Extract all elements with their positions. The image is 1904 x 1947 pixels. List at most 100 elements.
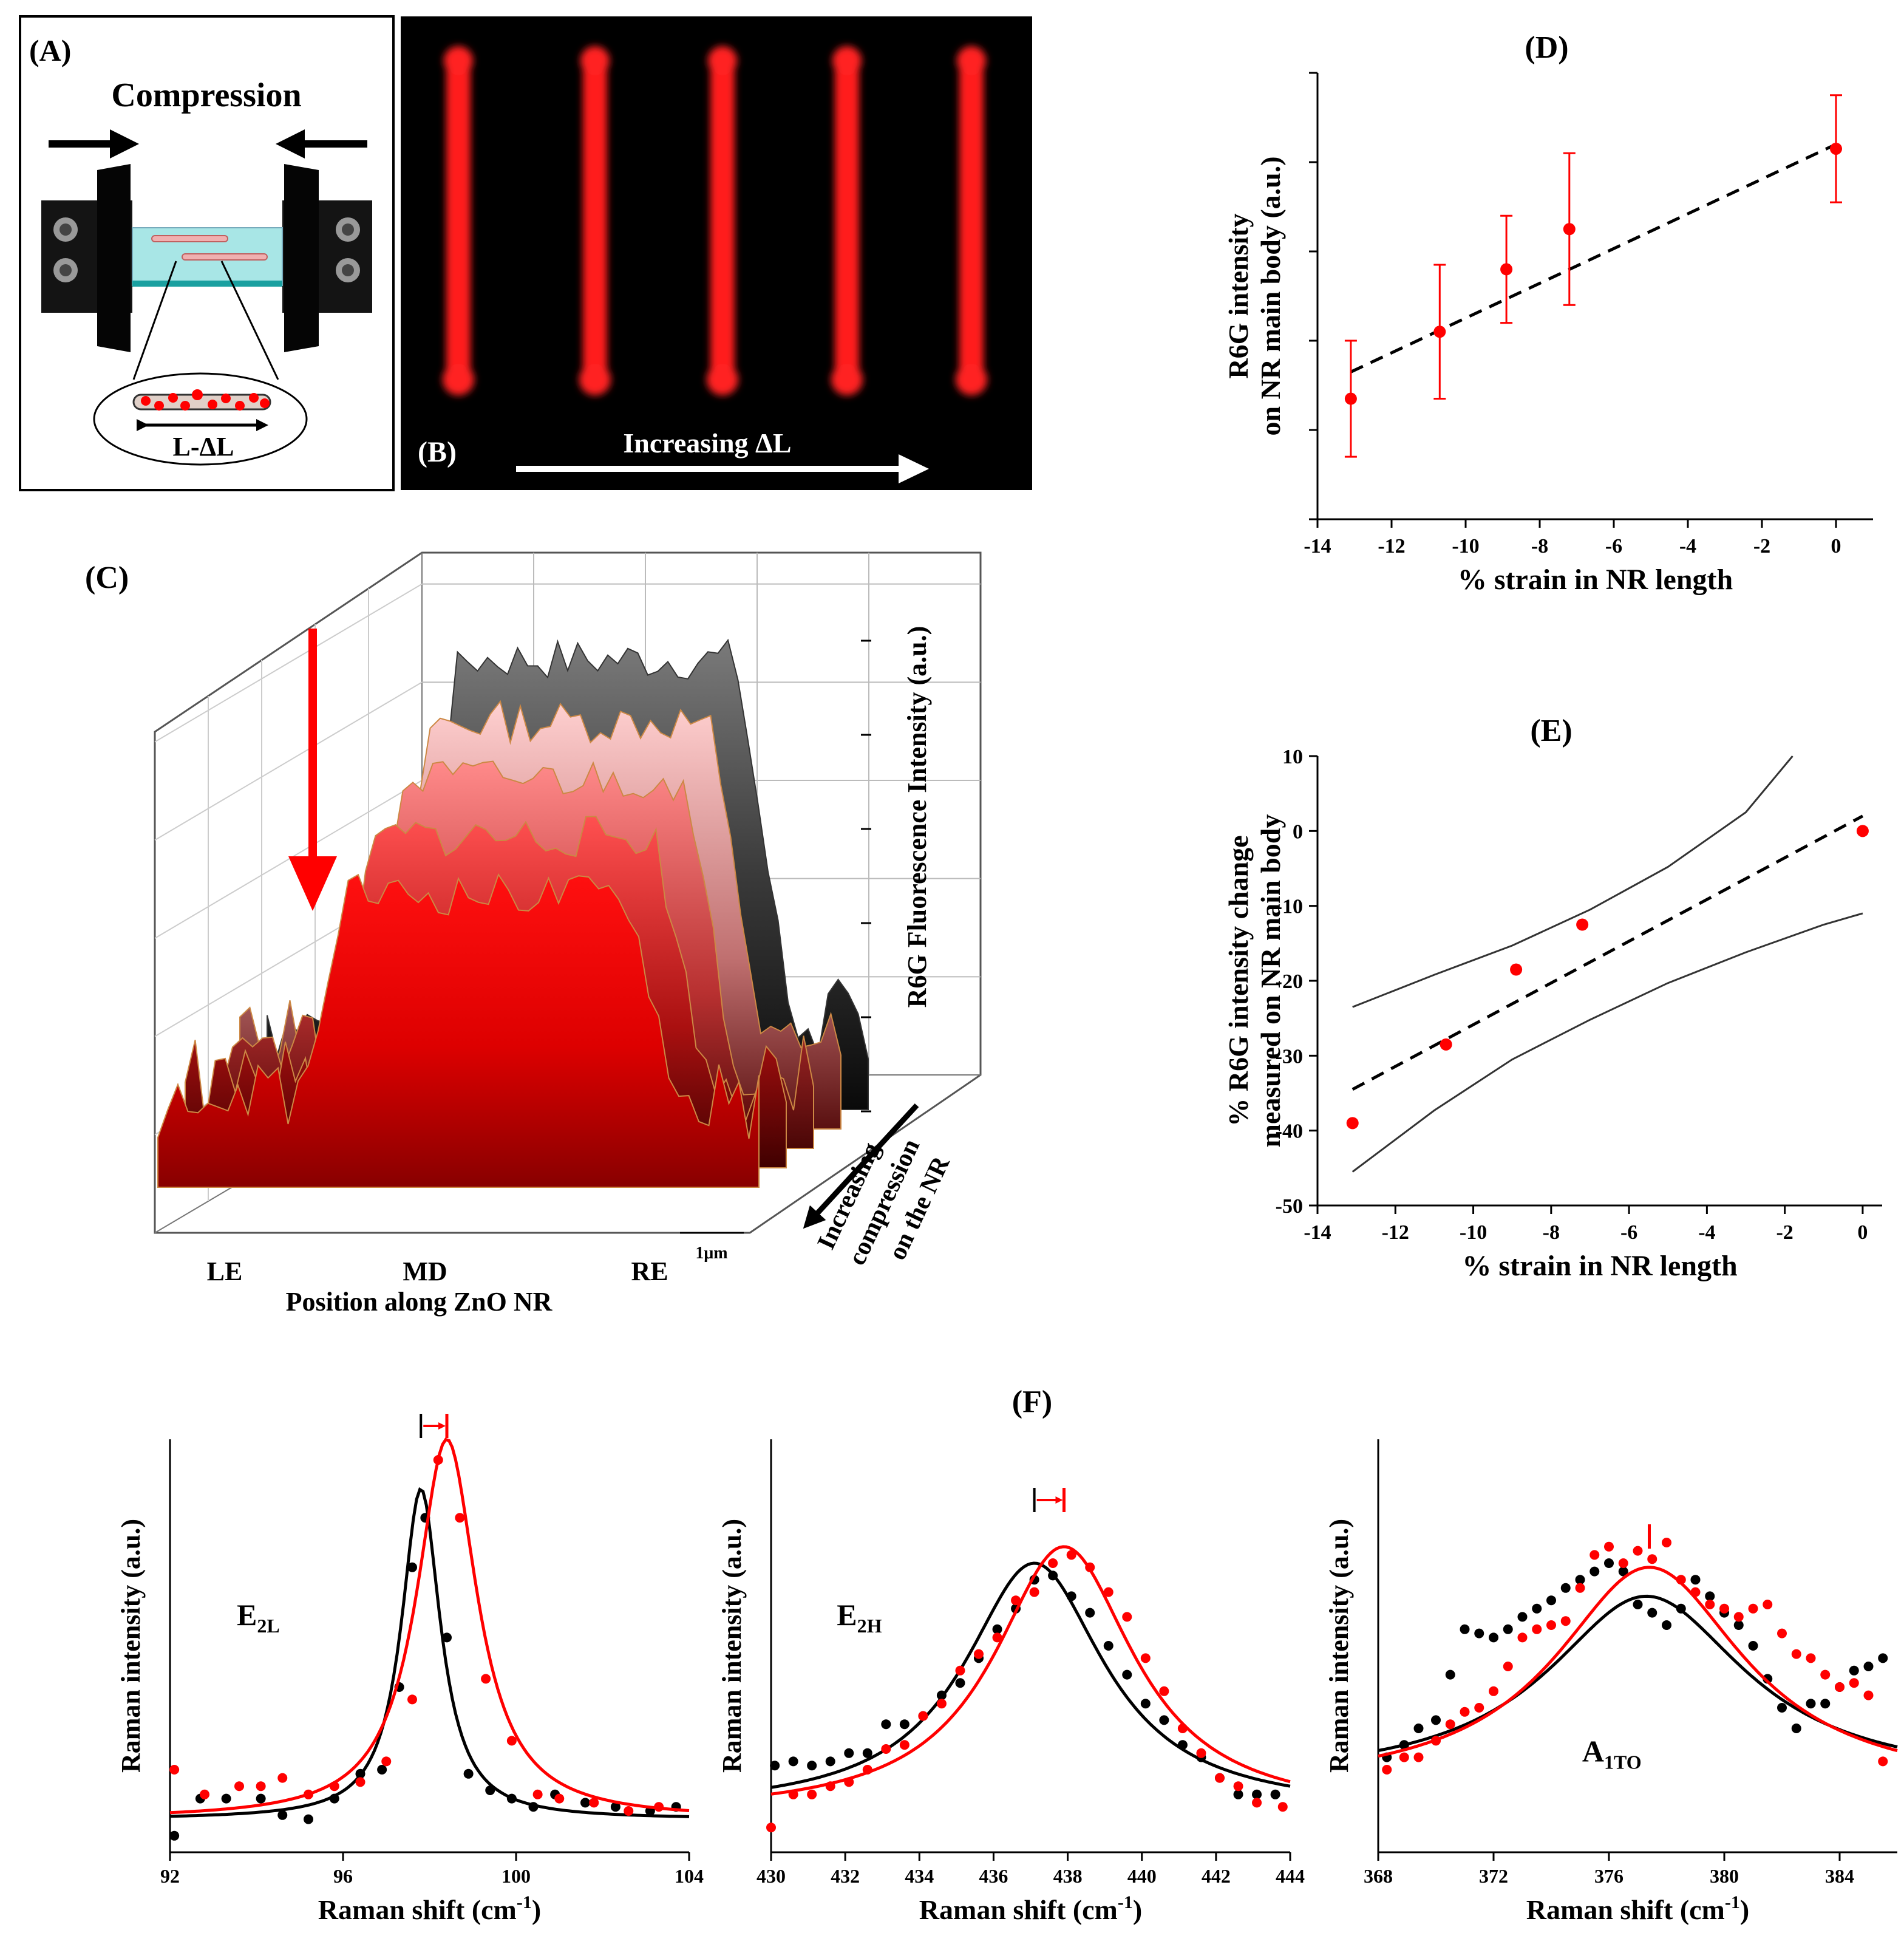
- data-point: [1563, 223, 1576, 236]
- data-point-black: [463, 1768, 474, 1779]
- nanorod-1: [151, 235, 228, 242]
- data-point-red: [1122, 1612, 1132, 1622]
- data-point-black: [1705, 1591, 1715, 1601]
- data-point-black: [1878, 1653, 1888, 1663]
- x-tick-label: -8: [1531, 535, 1548, 558]
- data-point-red: [1048, 1558, 1058, 1568]
- nanorod-image-5: [959, 52, 984, 392]
- y-axis-label-2: measured on NR main body: [1255, 814, 1286, 1148]
- x-tick-label: 442: [1202, 1865, 1231, 1887]
- x-tick-label: 376: [1594, 1865, 1623, 1887]
- fit-curve-black: [169, 1487, 690, 1818]
- nanorod-end-top-1: [444, 46, 473, 75]
- data-point-black: [862, 1748, 872, 1758]
- data-point-red: [1690, 1587, 1701, 1597]
- left-clamp: [41, 164, 132, 352]
- zoom-line-left: [132, 261, 177, 380]
- x-tick-label: -12: [1382, 1221, 1409, 1244]
- data-point-red: [1575, 1583, 1585, 1593]
- data-point-black: [277, 1810, 288, 1820]
- data-point-black: [1431, 1715, 1441, 1725]
- data-point-black: [355, 1768, 365, 1779]
- confidence-band-upper: [1352, 755, 1793, 1008]
- data-point-black: [788, 1756, 798, 1767]
- data-point-red: [554, 1793, 565, 1804]
- nanorod-image-4: [835, 52, 859, 392]
- panel-f3: 368 372 376 380 384 Raman shift (cm-1) Raman i…: [1324, 1439, 1898, 1925]
- data-point-red: [1140, 1653, 1151, 1663]
- peak-label: E2L: [237, 1598, 280, 1637]
- x-axis-label: % strain in NR length: [1458, 564, 1733, 596]
- x-tick-label: -12: [1378, 535, 1405, 558]
- x-tick-label: 0: [1831, 535, 1841, 558]
- data-point-red: [433, 1455, 443, 1465]
- data-point-red: [1517, 1632, 1528, 1643]
- data-point-black: [1233, 1789, 1243, 1799]
- data-point-red: [455, 1513, 465, 1523]
- data-point-black: [992, 1624, 1002, 1634]
- panel-c-grid-side: [154, 780, 423, 939]
- x-tick-label: 432: [831, 1865, 860, 1887]
- data-point-red: [1676, 1575, 1686, 1585]
- x-axis-label: Raman shift (cm-1): [919, 1892, 1142, 1925]
- x-tick-label: -4: [1679, 535, 1696, 558]
- x-tick-label: 440: [1127, 1865, 1157, 1887]
- linear-fit: [1350, 143, 1837, 373]
- data-point-red: [1791, 1649, 1801, 1659]
- data-point-red: [1233, 1781, 1243, 1792]
- data-point-red: [1662, 1538, 1671, 1547]
- x-tick-md: MD: [403, 1257, 447, 1286]
- fit-curve-black: [1378, 1594, 1898, 1753]
- data-point-black: [1103, 1641, 1114, 1651]
- x-tick-label: 372: [1479, 1865, 1508, 1887]
- data-point-red: [1849, 1678, 1859, 1688]
- nanorod-end-bottom-2: [579, 364, 611, 395]
- data-point-red: [881, 1744, 891, 1754]
- data-point-red: [918, 1711, 928, 1721]
- x-tick-label: 438: [1053, 1865, 1083, 1887]
- x-tick-re: RE: [631, 1257, 668, 1286]
- panel-title: (D): [1525, 30, 1568, 65]
- data-point-black: [329, 1793, 339, 1804]
- data-point-black: [1849, 1665, 1859, 1676]
- data-point: [1433, 326, 1446, 338]
- x-tick-label: -6: [1620, 1221, 1637, 1244]
- data-point-red: [1066, 1550, 1076, 1560]
- data-point-red: [1159, 1686, 1169, 1696]
- data-point-black: [1690, 1575, 1701, 1585]
- data-point-black: [1575, 1575, 1585, 1585]
- data-point-black: [770, 1761, 780, 1771]
- panel-c-grid-side: [154, 583, 423, 743]
- data-point-red: [1177, 1724, 1188, 1733]
- nanorod-2: [182, 253, 268, 261]
- data-point-black: [1777, 1703, 1787, 1713]
- data-point-red: [1589, 1550, 1600, 1560]
- zoom-line-right: [220, 261, 279, 380]
- data-point-black: [1618, 1566, 1628, 1577]
- x-tick-label: 92: [160, 1865, 180, 1887]
- data-point-black: [1604, 1558, 1614, 1568]
- x-axis-label: Raman shift (cm-1): [1526, 1892, 1749, 1925]
- panel-f1: 92 96 100 104 Raman shift (cm-1) Raman intens…: [116, 1414, 704, 1925]
- y-axis-label: Raman intensity (a.u.): [116, 1519, 146, 1773]
- data-point-red: [936, 1699, 947, 1709]
- panel-c-xlabel: Position along ZnO NR: [286, 1287, 553, 1317]
- data-point-black: [807, 1761, 817, 1771]
- fit-curve-red: [169, 1437, 690, 1815]
- data-point-black: [1177, 1740, 1188, 1750]
- y-axis-label: Raman intensity (a.u.): [717, 1519, 747, 1773]
- data-point-red: [1878, 1756, 1888, 1767]
- data-point-red: [992, 1632, 1002, 1643]
- data-point-red: [807, 1789, 817, 1799]
- data-point-black: [1445, 1669, 1455, 1680]
- data-point-red: [381, 1756, 392, 1767]
- data-point-red: [1719, 1603, 1729, 1614]
- data-point-black: [1140, 1699, 1151, 1709]
- x-tick-label: -14: [1304, 535, 1331, 558]
- x-tick-label: 96: [333, 1865, 353, 1887]
- x-tick-label: 430: [756, 1865, 786, 1887]
- data-point-black: [1662, 1620, 1671, 1630]
- data-point-black: [1546, 1595, 1556, 1606]
- x-tick-label: 436: [979, 1865, 1008, 1887]
